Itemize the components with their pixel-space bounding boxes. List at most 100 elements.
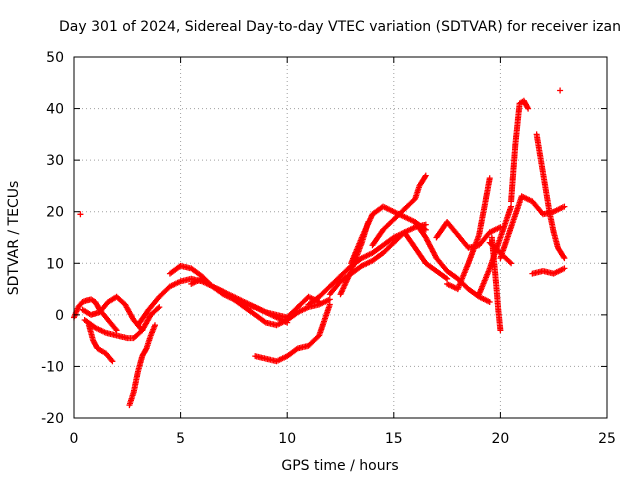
data-point-run bbox=[488, 224, 504, 235]
series-track-21 bbox=[497, 193, 568, 262]
data-point-run bbox=[95, 346, 105, 354]
data-point-run bbox=[135, 306, 152, 327]
data-point-run bbox=[521, 99, 532, 112]
data-point-run bbox=[423, 235, 440, 262]
data-point-run bbox=[348, 234, 365, 265]
data-point-run bbox=[551, 230, 561, 251]
tick-marks bbox=[73, 56, 608, 419]
data-points bbox=[71, 87, 568, 409]
data-point-run bbox=[392, 206, 408, 222]
x-tick-label: 5 bbox=[176, 431, 185, 447]
data-point-run bbox=[508, 193, 525, 229]
data-point-run bbox=[275, 315, 291, 326]
data-point-run bbox=[434, 269, 451, 282]
data-point-run bbox=[360, 257, 376, 269]
series-track-25 bbox=[77, 87, 564, 218]
series-track-4 bbox=[81, 304, 163, 342]
data-point-run bbox=[232, 294, 248, 305]
data-point-run bbox=[100, 348, 109, 357]
data-point-run bbox=[211, 284, 227, 295]
data-point-run bbox=[264, 310, 280, 321]
data-point-run bbox=[115, 332, 131, 342]
data-point-run bbox=[80, 297, 90, 305]
data-point-run bbox=[552, 203, 568, 214]
data-point-run bbox=[157, 283, 173, 299]
series-track-11 bbox=[326, 229, 451, 298]
data-point-run bbox=[90, 338, 101, 352]
data-point-run bbox=[122, 302, 137, 323]
y-tick-label: 10 bbox=[46, 256, 64, 272]
data-point-run bbox=[413, 246, 429, 267]
data-point-run bbox=[146, 293, 163, 312]
series-track-20 bbox=[508, 97, 532, 205]
x-tick-label: 25 bbox=[598, 431, 616, 447]
series-track-9 bbox=[252, 301, 333, 365]
data-point-run bbox=[497, 203, 515, 239]
data-point bbox=[557, 87, 564, 94]
data-point-run bbox=[97, 299, 112, 314]
series-track-14 bbox=[369, 172, 429, 249]
series-track-23 bbox=[529, 265, 568, 277]
data-point-run bbox=[179, 263, 195, 272]
data-point-run bbox=[552, 265, 568, 276]
plot-frame bbox=[73, 56, 608, 419]
data-point-run bbox=[317, 283, 333, 299]
data-point-run bbox=[296, 342, 312, 351]
y-tick-label: -10 bbox=[41, 359, 64, 375]
y-tick-labels: -20 -10 0 10 20 30 40 50 bbox=[41, 50, 64, 427]
chart-title: Day 301 of 2024, Sidereal Day-to-day VTE… bbox=[59, 19, 621, 35]
data-point-run bbox=[316, 301, 333, 337]
data-point-run bbox=[508, 141, 519, 203]
data-point-run bbox=[466, 231, 483, 265]
data-point-run bbox=[275, 353, 291, 364]
data-point-run bbox=[253, 304, 269, 316]
data-point-run bbox=[285, 304, 301, 320]
data-point-run bbox=[520, 194, 536, 205]
y-axis-label: SDTVAR / TECUs bbox=[6, 181, 22, 296]
data-point-run bbox=[221, 289, 237, 300]
data-point-run bbox=[402, 230, 419, 251]
data-point-run bbox=[114, 294, 129, 308]
data-point-run bbox=[445, 269, 461, 282]
x-tick-label: 0 bbox=[70, 431, 79, 447]
data-point-run bbox=[476, 265, 493, 296]
data-point-run bbox=[512, 100, 523, 147]
data-point-run bbox=[455, 233, 472, 251]
data-point-run bbox=[328, 273, 344, 289]
data-point-run bbox=[495, 308, 504, 334]
data-point-run bbox=[101, 313, 112, 323]
data-point-run bbox=[555, 246, 568, 262]
x-axis-label: GPS time / hours bbox=[281, 458, 398, 474]
data-point-run bbox=[493, 282, 502, 313]
data-point-run bbox=[131, 327, 146, 340]
data-point-run bbox=[89, 309, 103, 318]
data-point-run bbox=[253, 353, 269, 362]
data-point-run bbox=[370, 242, 387, 255]
data-point-run bbox=[417, 172, 429, 188]
data-point-run bbox=[530, 199, 546, 218]
y-tick-label: 50 bbox=[46, 50, 64, 66]
x-tick-label: 20 bbox=[491, 431, 509, 447]
y-tick-label: -20 bbox=[41, 411, 64, 427]
data-point-run bbox=[359, 211, 376, 239]
data-point-run bbox=[106, 318, 116, 329]
data-point-run bbox=[370, 250, 387, 263]
data-point-run bbox=[455, 260, 472, 291]
x-tick-label: 15 bbox=[385, 431, 403, 447]
y-tick-label: 20 bbox=[46, 205, 64, 221]
data-point-run bbox=[148, 322, 158, 337]
data-point-run bbox=[542, 184, 553, 215]
data-point-run bbox=[338, 268, 355, 296]
data-point bbox=[77, 211, 84, 218]
y-tick-label: 40 bbox=[46, 102, 64, 118]
data-point-run bbox=[546, 210, 557, 236]
data-point-run bbox=[108, 357, 116, 365]
grid bbox=[74, 57, 607, 418]
data-point-run bbox=[412, 182, 423, 201]
data-point-run bbox=[381, 239, 397, 255]
x-tick-label: 10 bbox=[278, 431, 296, 447]
series-track-17 bbox=[444, 175, 493, 293]
data-point-run bbox=[477, 229, 493, 247]
series-track-5 bbox=[126, 322, 158, 409]
